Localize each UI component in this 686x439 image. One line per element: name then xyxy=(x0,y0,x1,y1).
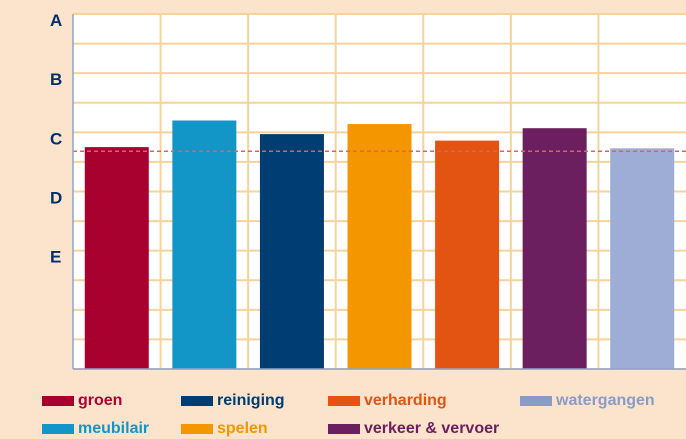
y-tick-label-d: D xyxy=(50,189,62,208)
bar-meubilair xyxy=(172,120,237,369)
bars xyxy=(84,120,675,369)
y-tick-label-a: A xyxy=(50,11,62,30)
bar-spelen xyxy=(347,124,412,369)
legend-label: verkeer & vervoer xyxy=(364,420,500,437)
legend-swatch xyxy=(42,424,74,434)
legend-swatch xyxy=(42,396,74,406)
legend-item-verkeer-vervoer: verkeer & vervoer xyxy=(328,420,499,438)
legend-item-spelen: spelen xyxy=(181,420,268,438)
bar-watergangen xyxy=(610,148,675,369)
legend-item-groen: groen xyxy=(42,392,122,410)
bar-groen xyxy=(84,147,149,369)
bar-verkeer-vervoer xyxy=(522,128,587,369)
legend-label: groen xyxy=(78,392,123,409)
legend-item-meubilair: meubilair xyxy=(42,420,149,438)
legend-label: meubilair xyxy=(78,420,150,437)
legend-swatch xyxy=(181,396,213,406)
legend-label: spelen xyxy=(217,420,268,437)
legend: groen reiniging verharding watergangen m… xyxy=(0,388,686,439)
legend-item-verharding: verharding xyxy=(328,392,447,410)
legend-label: watergangen xyxy=(556,392,655,409)
y-tick-label-c: C xyxy=(50,129,62,148)
legend-swatch xyxy=(520,396,552,406)
legend-swatch xyxy=(328,424,360,434)
bar-reiniging xyxy=(259,134,324,369)
legend-item-watergangen: watergangen xyxy=(520,392,655,410)
legend-label: reiniging xyxy=(217,392,285,409)
legend-swatch xyxy=(328,396,360,406)
y-tick-label-e: E xyxy=(50,248,61,267)
legend-swatch xyxy=(181,424,213,434)
legend-item-reiniging: reiniging xyxy=(181,392,285,410)
y-tick-label-b: B xyxy=(50,70,62,89)
chart: E D C B A xyxy=(50,11,686,370)
legend-label: verharding xyxy=(364,392,447,409)
bar-verharding xyxy=(435,140,500,369)
y-tick-labels: E D C B A xyxy=(50,11,62,267)
